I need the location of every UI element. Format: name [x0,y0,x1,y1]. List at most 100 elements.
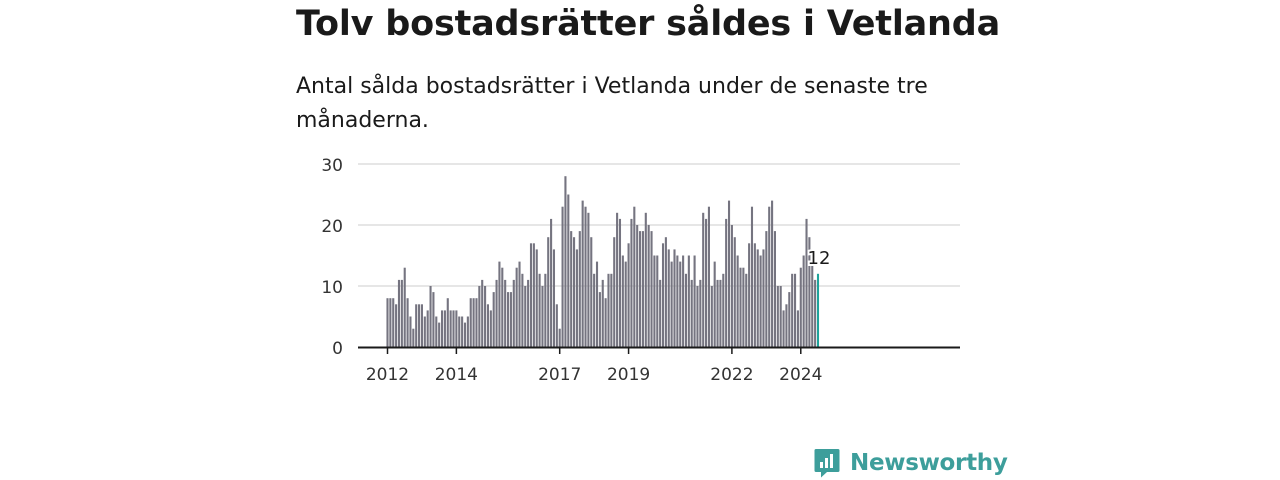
bar [679,261,682,347]
bar [509,292,512,347]
bar [793,273,797,347]
bar [693,255,696,347]
bar [725,218,728,347]
bar [719,279,722,347]
bar [748,243,751,347]
bar [544,273,547,347]
bar [466,316,469,347]
bar [426,310,429,347]
bar [733,237,736,347]
bar [656,255,659,347]
bar [392,298,395,347]
bar [584,206,587,347]
bar [573,237,576,347]
chart-subtitle: Antal sålda bostadsrätter i Vetlanda und… [296,74,928,133]
bar [532,243,535,347]
bar [690,279,693,347]
bar [641,231,644,347]
bar [429,286,432,347]
x-tick-label: 2019 [607,365,650,385]
bar [541,286,544,347]
bar [771,200,774,347]
bar [420,304,423,347]
bar [782,310,785,347]
newsworthy-logo[interactable]: Newsworthy [814,446,1008,480]
x-tick-label: 2022 [710,365,753,385]
bar [415,304,418,347]
bar [627,243,630,347]
bar [796,310,799,347]
bar [400,279,403,347]
bar [486,304,489,347]
bar [799,267,802,347]
bar [550,218,553,347]
bar [461,316,464,347]
bar [498,261,501,347]
bar [713,261,716,347]
bar [506,292,510,347]
bar [521,273,524,347]
x-tick-label: 2024 [779,365,822,385]
bar [745,273,748,347]
bar [639,231,642,347]
bar [443,310,446,347]
bar [489,310,492,347]
bar [595,261,599,347]
bar [687,255,690,347]
bar [458,316,461,347]
y-tick-label: 10 [321,278,343,298]
bar [423,316,426,347]
bar [529,243,533,347]
bar [452,310,455,347]
bar [590,237,593,347]
bar [607,273,610,347]
y-tick-label: 30 [321,156,343,176]
bar [406,298,409,347]
bar [552,249,556,347]
bar [475,298,478,347]
bar [527,279,530,347]
bar [616,212,619,347]
bar [409,316,412,347]
bar [440,310,444,347]
y-tick-label: 20 [321,217,343,237]
bar [659,279,662,347]
bar [759,255,762,347]
bar [705,218,708,347]
bar [435,316,438,347]
bar [808,237,811,347]
bar [776,286,779,347]
bar [610,273,613,347]
bar [699,279,702,347]
bar [684,273,688,347]
bar [621,255,624,347]
bar [547,237,550,347]
bar [587,212,590,347]
x-axis-ticks: 2012 2014 2017 2019 2022 2024 [366,348,822,385]
bar [455,310,458,347]
bar [504,279,507,347]
bar [561,206,564,347]
bar [501,267,504,347]
bar [518,261,521,347]
bar [567,194,570,347]
y-axis-ticks: 0 10 20 30 [321,156,343,359]
grid-lines [358,163,960,287]
bar [581,200,584,347]
bar [805,218,808,347]
bar [558,328,561,347]
bar [727,200,731,347]
bar [624,261,627,347]
bar [535,249,538,347]
bar [676,255,679,347]
bar [438,322,441,347]
bar [412,328,415,347]
y-tick-label: 0 [332,339,343,359]
bar [618,218,622,347]
bar [756,249,759,347]
bar [661,243,665,347]
bar [765,231,768,347]
bar [564,176,567,347]
bar [647,225,650,347]
